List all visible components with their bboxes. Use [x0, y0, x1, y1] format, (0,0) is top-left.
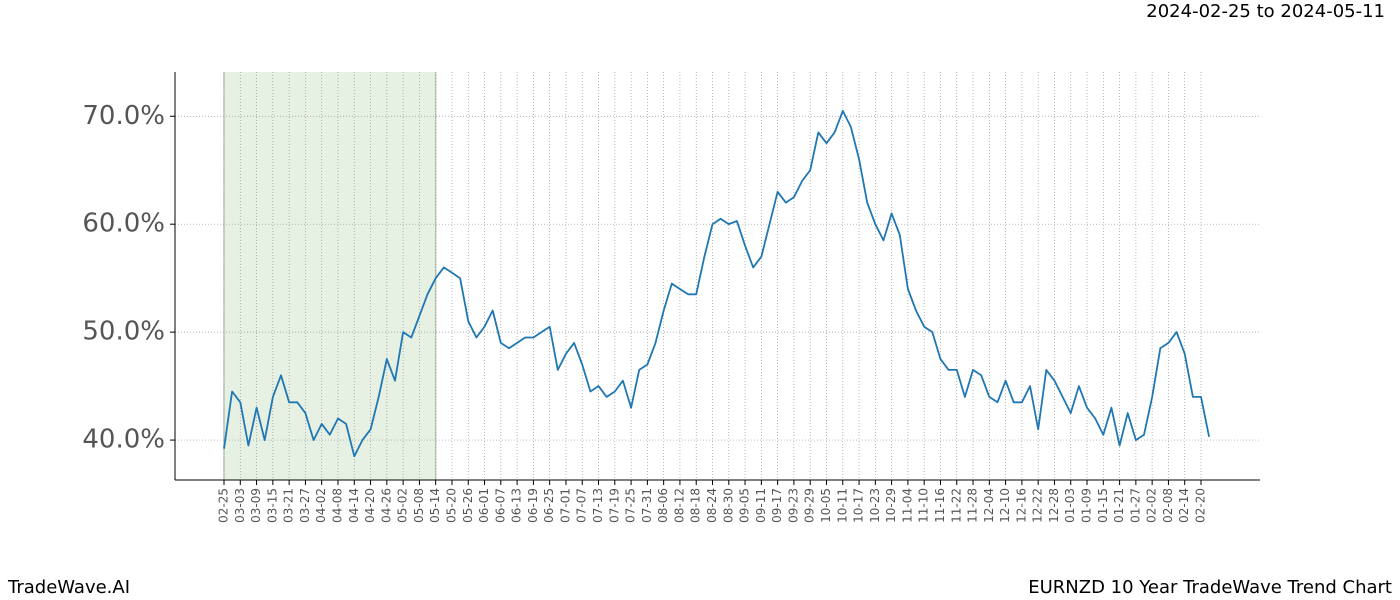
- x-tick-label: 01-15: [1096, 488, 1110, 523]
- x-tick-label: 08-30: [721, 488, 735, 523]
- x-tick-label: 06-25: [542, 488, 556, 523]
- x-tick-label: 12-22: [1031, 488, 1045, 523]
- x-tick-label: 12-04: [982, 488, 996, 523]
- y-tick-label: 40.0%: [82, 425, 165, 455]
- x-tick-label: 09-05: [738, 488, 752, 523]
- x-tick-label: 02-14: [1177, 488, 1191, 523]
- x-tick-label: 02-08: [1161, 488, 1175, 523]
- x-tick-label: 04-26: [379, 488, 393, 523]
- x-tick-label: 07-01: [558, 488, 572, 523]
- x-tick-label: 04-20: [363, 488, 377, 523]
- x-tick-label: 08-12: [672, 488, 686, 523]
- x-tick-label: 11-22: [949, 488, 963, 523]
- x-tick-label: 06-01: [477, 488, 491, 523]
- x-tick-label: 01-09: [1080, 488, 1094, 523]
- date-range: 2024-02-25 to 2024-05-11: [1146, 1, 1385, 22]
- x-tick-label: 07-25: [624, 488, 638, 523]
- x-tick-label: 05-02: [396, 488, 410, 523]
- x-tick-label: 02-25: [217, 488, 231, 523]
- x-tick-label: 04-14: [347, 488, 361, 523]
- x-tick-label: 12-16: [1014, 488, 1028, 523]
- x-tick-label: 09-11: [754, 488, 768, 523]
- x-tick-label: 11-28: [966, 488, 980, 523]
- x-tick-label: 03-21: [282, 488, 296, 523]
- chart-title: EURNZD 10 Year TradeWave Trend Chart: [1028, 577, 1392, 598]
- y-tick-label: 50.0%: [82, 317, 165, 347]
- x-tick-label: 10-29: [884, 488, 898, 523]
- x-tick-label: 08-18: [689, 488, 703, 523]
- x-tick-label: 03-03: [233, 488, 247, 523]
- x-tick-label: 06-07: [493, 488, 507, 523]
- x-tick-label: 03-09: [249, 488, 263, 523]
- brand: TradeWave.AI: [7, 577, 130, 598]
- x-tick-label: 11-16: [933, 488, 947, 523]
- x-tick-label: 02-20: [1194, 488, 1208, 523]
- x-tick-label: 03-15: [265, 488, 279, 523]
- x-tick-label: 06-13: [510, 488, 524, 523]
- x-tick-label: 10-23: [868, 488, 882, 523]
- x-tick-label: 09-29: [803, 488, 817, 523]
- x-tick-label: 12-10: [998, 488, 1012, 523]
- x-tick-label: 04-02: [314, 488, 328, 523]
- x-tick-label: 01-03: [1063, 488, 1077, 523]
- x-tick-label: 05-08: [412, 488, 426, 523]
- x-tick-label: 07-07: [575, 488, 589, 523]
- x-tick-label: 03-27: [298, 488, 312, 523]
- x-tick-label: 09-23: [786, 488, 800, 523]
- x-tick-label: 01-27: [1128, 488, 1142, 523]
- y-tick-label: 60.0%: [82, 209, 165, 239]
- x-tick-label: 11-10: [917, 488, 931, 523]
- x-tick-label: 08-24: [705, 488, 719, 523]
- x-tick-label: 08-06: [656, 488, 670, 523]
- highlight-region: [224, 72, 436, 480]
- x-tick-label: 12-28: [1047, 488, 1061, 523]
- x-tick-label: 10-17: [852, 488, 866, 523]
- x-tick-label: 11-04: [900, 488, 914, 523]
- x-tick-label: 07-13: [591, 488, 605, 523]
- trend-line: [223, 110, 1210, 458]
- x-tick-label: 05-14: [428, 488, 442, 523]
- x-tick-label: 10-05: [819, 488, 833, 523]
- x-tick-label: 05-20: [444, 488, 458, 523]
- x-tick-label: 09-17: [770, 488, 784, 523]
- x-tick-label: 06-19: [526, 488, 540, 523]
- y-tick-label: 70.0%: [82, 101, 165, 131]
- x-tick-label: 04-08: [330, 488, 344, 523]
- x-tick-label: 07-31: [640, 488, 654, 523]
- x-tick-label: 05-26: [461, 488, 475, 523]
- x-tick-label: 07-19: [607, 488, 621, 523]
- x-tick-label: 02-02: [1145, 488, 1159, 523]
- x-tick-label: 10-11: [835, 488, 849, 523]
- x-tick-label: 01-21: [1112, 488, 1126, 523]
